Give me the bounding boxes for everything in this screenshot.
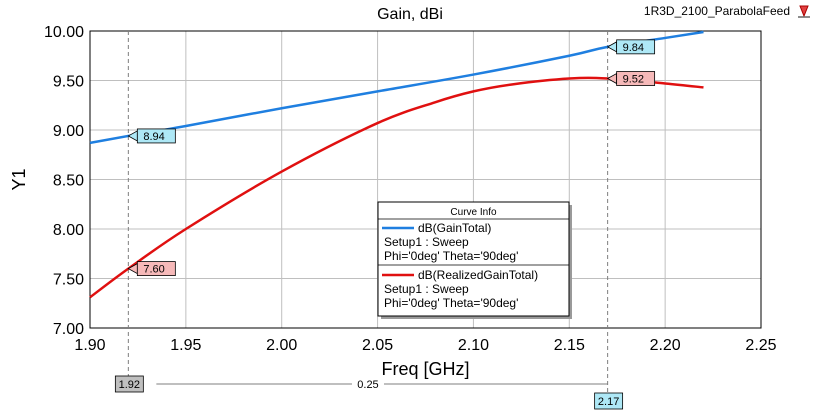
legend-entry-setup: Setup1 : Sweep	[384, 282, 469, 296]
delta-start-label: 1.92	[119, 379, 140, 391]
project-label: 1R3D_2100_ParabolaFeed	[644, 4, 790, 18]
x-axis-label: Freq [GHz]	[381, 359, 469, 379]
y-tick-label: 7.00	[53, 321, 84, 338]
marker-tag[interactable]: 9.52	[606, 71, 656, 86]
legend-title: Curve Info	[450, 207, 497, 218]
marker-value: 7.60	[143, 264, 164, 276]
x-tick-label: 2.25	[745, 337, 776, 354]
marker-value: 9.52	[623, 74, 644, 86]
marker-pointer	[127, 130, 138, 142]
legend-box	[377, 201, 570, 317]
marker-value: 9.84	[623, 42, 644, 54]
legend-entry-angles: Phi='0deg' Theta='90deg'	[384, 249, 518, 263]
marker-tag[interactable]: 7.60	[127, 261, 176, 277]
y-tick-label: 9.00	[53, 123, 84, 140]
legend-entry-name: dB(RealizedGainTotal)	[418, 268, 538, 282]
y-axis-ticks: 7.00 7.50 8.00 8.50 9.00 9.50 10.00	[44, 24, 84, 338]
legend-entry-setup: Setup1 : Sweep	[384, 235, 469, 249]
delta-end-label: 2.17	[598, 396, 619, 408]
legend-entry-angles: Phi='0deg' Theta='90deg'	[384, 296, 518, 310]
delta-value-bg	[351, 377, 384, 391]
project-label-group: 1R3D_2100_ParabolaFeed	[644, 4, 810, 18]
marker-tag[interactable]: 9.84	[606, 39, 656, 55]
delta-value-label: 0.25	[357, 379, 378, 391]
x-tick-label: 1.90	[74, 337, 105, 354]
antenna-logo-shape	[799, 5, 809, 18]
marker-labels: 8.94 7.60 9.84 9.52	[127, 39, 656, 277]
chart-title: Gain, dBi	[377, 6, 443, 23]
y-tick-label: 8.50	[53, 173, 84, 190]
x-axis-ticks: 1.90 1.95 2.00 2.05 2.10 2.15 2.20 2.25	[74, 337, 776, 354]
marker-tag[interactable]: 8.94	[127, 128, 176, 144]
marker-pointer	[606, 41, 618, 53]
marker-box	[136, 261, 176, 277]
marker-box	[616, 39, 656, 55]
delta-marker[interactable]: 1.92 0.25 2.17	[114, 375, 624, 410]
antenna-logo-icon	[798, 5, 810, 18]
delta-start-box[interactable]	[114, 375, 144, 393]
x-tick-label: 2.15	[554, 337, 585, 354]
marker-pointer	[606, 72, 618, 85]
x-tick-label: 2.05	[362, 337, 393, 354]
x-tick-label: 2.00	[266, 337, 297, 354]
marker-value: 8.94	[143, 131, 164, 143]
y-tick-label: 10.00	[44, 24, 84, 41]
legend-entry-name: dB(GainTotal)	[418, 221, 491, 235]
y-tick-label: 8.00	[53, 222, 84, 239]
y-axis-label: Y1	[9, 168, 29, 190]
marker-box	[616, 71, 656, 86]
y-tick-label: 7.50	[53, 272, 84, 289]
plot-area	[89, 30, 762, 329]
marker-box	[136, 128, 176, 144]
y-tick-label: 9.50	[53, 74, 84, 91]
delta-end-box[interactable]	[594, 392, 624, 410]
x-tick-label: 1.95	[170, 337, 201, 354]
x-tick-label: 2.20	[650, 337, 681, 354]
x-tick-label: 2.10	[458, 337, 489, 354]
